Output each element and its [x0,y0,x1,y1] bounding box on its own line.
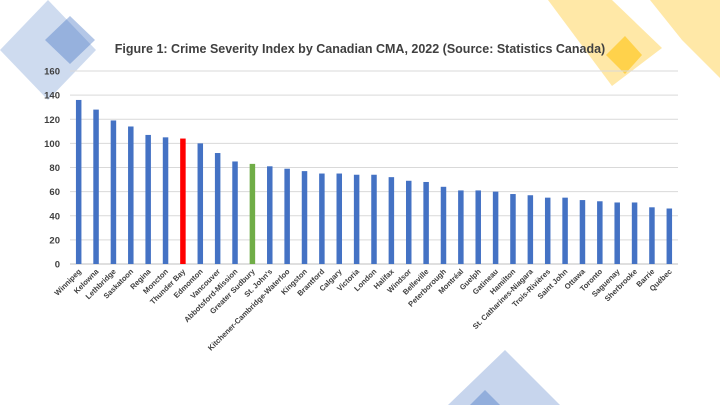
bar-thunder-bay [180,138,186,264]
bar-saskatoon [128,126,134,264]
bar-lethbridge [110,120,117,264]
bar-toronto [597,201,603,264]
bar-ottawa [579,200,586,264]
bar-belleville [423,181,429,264]
bar-regina [145,134,151,264]
bar-st-catharines-niagara [527,195,534,264]
y-tick-label: 0 [55,260,60,271]
y-tick-label: 160 [44,67,60,78]
bar-brantford [319,173,325,264]
y-tick-label: 40 [49,211,60,222]
bar-kitchener-cambridge-waterloo [284,168,290,264]
deco-diamond-right-small [606,36,642,74]
bar-vancouver [214,153,221,264]
bar-victoria [353,174,360,264]
bar-moncton [162,137,169,264]
bar-saint-john [562,197,568,264]
deco-diamond-left-small [45,16,95,64]
deco-diamond-left-large [0,0,96,100]
bar-london [371,174,377,264]
bar-kelowna [93,109,99,264]
y-tick-label: 140 [44,91,60,102]
bar-edmonton [197,143,204,264]
deco-diamond-right-edge [650,0,720,78]
bar-trois-rivi-res [544,197,551,264]
y-tick-label: 60 [49,187,60,198]
y-tick-label: 100 [44,139,60,150]
bar-qu-bec [666,208,673,264]
bar-guelph [475,190,481,264]
bar-sherbrooke [631,202,638,264]
x-axis-category-labels: WinnipegKelownaLethbridgeSaskatoonRegina… [53,267,674,353]
bar-calgary [336,173,343,264]
chart-title: Figure 1: Crime Severity Index by Canadi… [114,42,606,56]
deco-diamond-bottom [448,350,560,405]
bar-kingston [301,171,308,264]
bar-saguenay [614,202,620,264]
bar-hamilton [510,194,516,264]
y-tick-label: 120 [44,115,60,126]
deco-diamond-bottom-small [470,390,500,405]
bar-abbotsford-mission [232,161,238,264]
bar-peterborough [440,186,447,264]
bar-montr-al [458,190,464,264]
y-tick-label: 20 [49,235,60,246]
bar-windsor [405,180,412,264]
bar-winnipeg [75,99,82,264]
y-axis-tick-labels: 0 20 40 60 80 100 120 140 160 [44,67,60,271]
y-tick-label: 80 [49,163,60,174]
bar-barrie [649,207,655,264]
bar-gatineau [492,191,499,264]
bar-st-john-s [267,166,273,264]
bar-greater-sudbury [249,163,256,264]
bar-halifax [388,177,395,264]
bars [75,99,673,264]
